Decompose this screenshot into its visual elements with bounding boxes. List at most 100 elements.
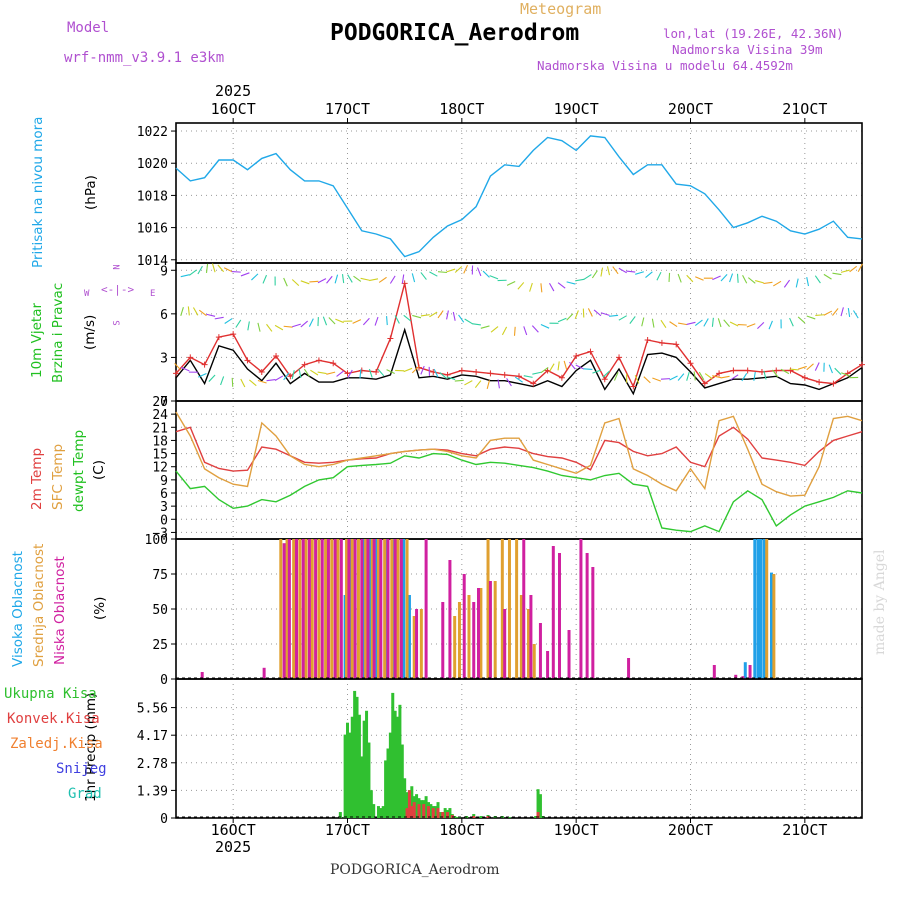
wind-arrow (192, 307, 199, 316)
wind-arrow (412, 314, 422, 319)
bar-ukupna-kisa (396, 716, 400, 818)
wind-arrow (506, 280, 516, 286)
wind-arrow (374, 316, 379, 326)
elevation-info: Nadmorska Visina 39m (672, 42, 823, 57)
bar-visoka-oblacnost (759, 539, 763, 679)
bar-ukupna-kisa (367, 742, 371, 818)
bar-konvek.kisa (436, 808, 440, 818)
wind-arrow (437, 271, 448, 274)
wind-arrow (768, 320, 773, 330)
wind-arrow (814, 362, 820, 371)
bar-srednja-oblacnost (370, 539, 374, 679)
wind-arrow (723, 319, 730, 327)
wind-arrow (180, 307, 184, 316)
bar-niska-oblacnost (551, 546, 555, 679)
bar-niska-oblacnost (529, 595, 533, 679)
wind-arrow (612, 266, 619, 275)
gust-marker (816, 379, 823, 386)
wind-arrow (523, 326, 528, 336)
wind-arrow (757, 321, 765, 330)
y-tick-label: 6 (160, 308, 168, 323)
wind-arrow (643, 376, 651, 384)
wind-arrow (729, 321, 739, 327)
y-tick-label: 1016 (137, 222, 168, 237)
wind-arrow (669, 375, 678, 381)
wind-arrow (420, 365, 425, 375)
wind-arrow (583, 274, 592, 280)
gust-marker (730, 367, 737, 374)
bar-srednja-oblacnost (383, 539, 387, 679)
wind-arrow (651, 318, 655, 328)
wind-arrow (686, 321, 696, 325)
wind-arrow (695, 276, 704, 281)
bar-ukupna-kisa (479, 816, 483, 818)
gust-marker (501, 371, 508, 378)
gust-marker (516, 373, 522, 380)
wind-arrow (347, 369, 353, 379)
bar-konvek.kisa (536, 812, 540, 818)
wind-arrow (712, 275, 721, 281)
bar-ukupna-kisa (379, 808, 383, 818)
wind-arrow (742, 275, 748, 284)
wind-arrow (832, 272, 842, 276)
bar-ukupna-kisa (353, 690, 357, 818)
bar-visoka-oblacnost (402, 539, 406, 679)
bar-srednja-oblacnost (376, 539, 380, 679)
wind-arrow (247, 321, 250, 331)
wind-arrow (317, 278, 327, 284)
bar-srednja-oblacnost (350, 539, 354, 679)
wind-arrow (309, 280, 319, 283)
gust-marker (558, 374, 565, 381)
wind-arrow (849, 265, 858, 273)
wind-arrow (566, 281, 576, 285)
bar-ukupna-kisa (419, 800, 423, 818)
wind-arrow (591, 270, 598, 279)
wind-arrow (489, 275, 499, 280)
bar-srednja-oblacnost (486, 539, 490, 679)
wind-arrow (211, 263, 216, 273)
wind-arrow (452, 311, 456, 321)
wind-arrow (274, 324, 284, 331)
wind-arrow (618, 267, 627, 274)
wind-arrow (231, 377, 234, 387)
wind-arrow (454, 266, 463, 273)
day-label-bottom: 21OCT (782, 821, 827, 839)
y-tick-label: 5.56 (137, 702, 168, 717)
bar-srednja-oblacnost (405, 539, 409, 679)
wind-arrow (411, 273, 416, 283)
wind-arrow (198, 373, 207, 378)
bar-niska-oblacnost (399, 539, 403, 679)
gust-marker (358, 367, 365, 374)
wind-arrow (180, 274, 190, 278)
wind-arrow (240, 272, 250, 277)
y-tick-label: 15 (152, 448, 168, 463)
wind-arrow (257, 322, 261, 332)
wind-arrow (300, 280, 310, 285)
wind-arrow (283, 277, 288, 287)
bar-srednja-oblacnost (317, 539, 321, 679)
y-tick-label: 0 (160, 395, 168, 410)
year-bottom-label: 2025 (215, 838, 252, 856)
gust-marker (230, 331, 237, 338)
wind-arrow (262, 274, 268, 284)
wind-arrow (806, 363, 814, 371)
bar-srednja-oblacnost (345, 539, 349, 679)
gust-marker (373, 368, 380, 375)
panel-frame (175, 122, 863, 264)
wind-arrow (474, 380, 482, 389)
day-label-bottom: 19OCT (554, 821, 599, 839)
bar-ukupna-kisa (388, 732, 392, 818)
gust-marker (215, 334, 222, 341)
wind-arrow (703, 318, 709, 327)
bar-niska-oblacnost (748, 665, 752, 679)
wind-arrow (693, 371, 696, 381)
y-tick-label: 3 (160, 351, 168, 366)
bar-konvek.kisa (412, 802, 416, 818)
wind-arrow (823, 310, 833, 316)
bar-visoka-oblacnost (762, 539, 766, 679)
wind-arrow (857, 263, 863, 272)
wind-arrow (563, 360, 568, 370)
bar-ukupna-kisa (338, 812, 342, 818)
bar-ukupna-kisa (398, 704, 402, 818)
wind-arrow (587, 308, 593, 317)
